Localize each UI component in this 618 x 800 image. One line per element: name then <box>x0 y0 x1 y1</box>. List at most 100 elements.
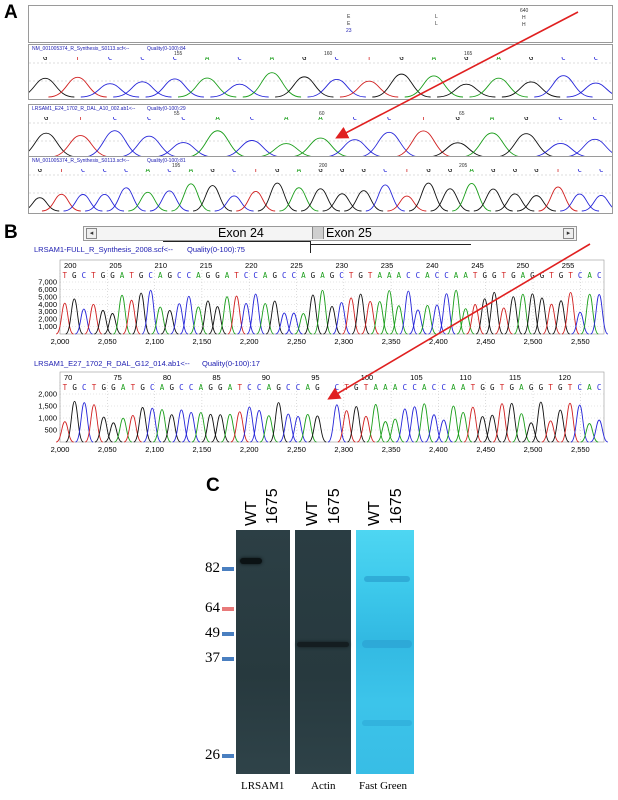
panel-a-header-track: E E 23 L L 640 H H <box>28 5 613 43</box>
base-call: G <box>491 169 496 174</box>
base-call: C <box>148 271 153 280</box>
peak-C <box>75 402 94 443</box>
peak-A <box>444 405 463 443</box>
peak-T <box>357 415 375 443</box>
peak-G <box>29 197 60 212</box>
peak-A <box>255 143 318 158</box>
base-call: G <box>340 169 345 174</box>
peak-G <box>372 73 431 98</box>
base-call: C <box>578 271 583 280</box>
base-call: C <box>561 57 566 62</box>
base-call: A <box>432 57 437 62</box>
y-tick-label: 4,000 <box>38 300 57 309</box>
peak-A <box>114 417 133 443</box>
base-call: C <box>383 169 388 174</box>
peak-A <box>221 413 239 443</box>
base-call: C <box>108 57 113 62</box>
base-call: G <box>539 383 544 392</box>
base-call: T <box>59 169 64 174</box>
scroll-thumb[interactable] <box>312 227 324 239</box>
position-tick: 110 <box>460 373 472 382</box>
scroll-left-button[interactable]: ◂ <box>86 228 97 239</box>
peak-G <box>322 193 362 212</box>
position-tick: 90 <box>262 373 270 382</box>
peak-C <box>395 408 415 443</box>
peak-G <box>473 416 492 443</box>
mw-tick-82 <box>222 567 234 571</box>
header-mark: 640 <box>520 8 529 14</box>
base-call: T <box>473 271 478 280</box>
x-tick-label: 2,500 <box>524 445 543 454</box>
base-call: T <box>568 271 573 280</box>
base-call: G <box>215 271 220 280</box>
blot-lrsam1 <box>236 530 290 774</box>
peak-A <box>289 137 352 158</box>
peak-G <box>29 132 78 158</box>
trace-title: NM_001005374_R_Synthesis_S0113.scf<-- <box>32 158 130 164</box>
peak-C <box>75 308 93 335</box>
base-call: G <box>210 169 215 174</box>
peak-T <box>55 421 74 443</box>
peak-C <box>237 303 256 335</box>
base-call: C <box>339 271 344 280</box>
base-call: A <box>301 271 306 280</box>
peak-C <box>307 78 366 98</box>
base-call: G <box>540 271 545 280</box>
peak-T <box>227 295 246 335</box>
peak-C <box>221 140 283 158</box>
base-call: A <box>225 271 230 280</box>
y-tick-label: 500 <box>44 426 57 435</box>
base-call: C <box>412 383 417 392</box>
base-call: C <box>444 271 449 280</box>
base-call: G <box>38 169 43 174</box>
x-tick-label: 2,350 <box>382 445 401 454</box>
blot-actin <box>295 530 351 774</box>
lane-label-1675: 1675 <box>388 488 405 524</box>
peak-A <box>279 187 319 212</box>
base-call: G <box>530 271 535 280</box>
base-call: T <box>549 271 554 280</box>
lane-label-wt: WT <box>243 501 260 526</box>
peak-C <box>246 293 265 335</box>
peak-A <box>186 130 249 158</box>
peak-C <box>529 142 592 158</box>
chromatogram-b1: 7,0006,0005,0004,0003,0002,0001,0002,000… <box>38 259 609 346</box>
base-call: C <box>244 271 249 280</box>
peak-T <box>492 403 512 443</box>
base-call: G <box>318 169 323 174</box>
base-call: G <box>167 271 172 280</box>
blot-caption-fast-green: Fast Green <box>359 780 407 792</box>
peak-C <box>563 138 612 158</box>
y-tick-label: 2,000 <box>38 315 57 324</box>
base-call: C <box>416 271 421 280</box>
position-tick: 225 <box>290 261 303 270</box>
base-call: G <box>139 271 144 280</box>
x-tick-label: 2,400 <box>429 445 448 454</box>
peak-G <box>94 309 112 335</box>
base-call: C <box>150 383 155 392</box>
base-call: C <box>189 383 194 392</box>
peak-G <box>162 414 181 443</box>
base-call: A <box>297 169 302 174</box>
position-tick: 85 <box>212 373 220 382</box>
lane-label-1675: 1675 <box>326 488 343 524</box>
base-call: A <box>158 271 163 280</box>
header-mark: E <box>347 14 351 20</box>
base-call: T <box>556 169 561 174</box>
peak-A <box>242 72 302 98</box>
base-call: T <box>568 383 573 392</box>
base-call: C <box>124 169 129 174</box>
x-tick-label: 2,450 <box>476 337 495 346</box>
scroll-right-button[interactable]: ▸ <box>563 228 574 239</box>
base-call: C <box>597 383 602 392</box>
peak-G <box>308 415 327 443</box>
fast-green-band <box>362 720 412 726</box>
base-call: C <box>577 383 582 392</box>
peak-C <box>590 294 609 335</box>
base-call: A <box>393 383 398 392</box>
x-tick-label: 2,250 <box>287 445 306 454</box>
fast-green-band <box>362 640 412 648</box>
panel-a-trace-1: NM_001005374_R_Synthesis_S0113.scf<-- Qu… <box>28 44 613 100</box>
base-call: A <box>397 271 402 280</box>
actin-band <box>297 642 349 647</box>
